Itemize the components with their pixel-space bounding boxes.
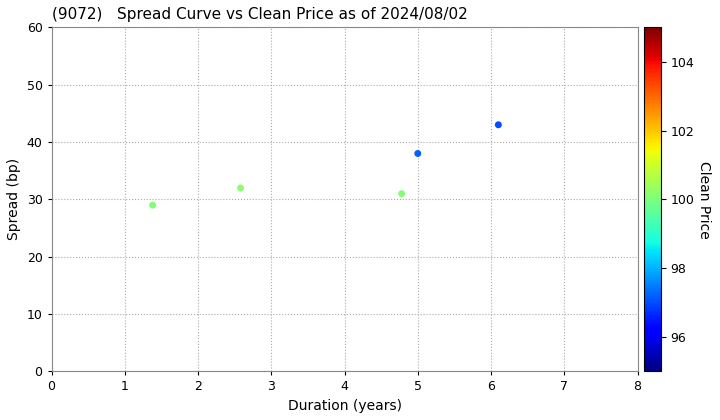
Point [412, 150, 423, 157]
Point [147, 202, 158, 208]
X-axis label: Duration (years): Duration (years) [287, 399, 402, 413]
Text: (9072)   Spread Curve vs Clean Price as of 2024/08/02: (9072) Spread Curve vs Clean Price as of… [52, 7, 467, 22]
Y-axis label: Clean Price: Clean Price [697, 160, 711, 238]
Y-axis label: Spread (bp): Spread (bp) [7, 158, 21, 240]
Point [492, 121, 504, 128]
Point [396, 190, 408, 197]
Point [235, 184, 246, 191]
